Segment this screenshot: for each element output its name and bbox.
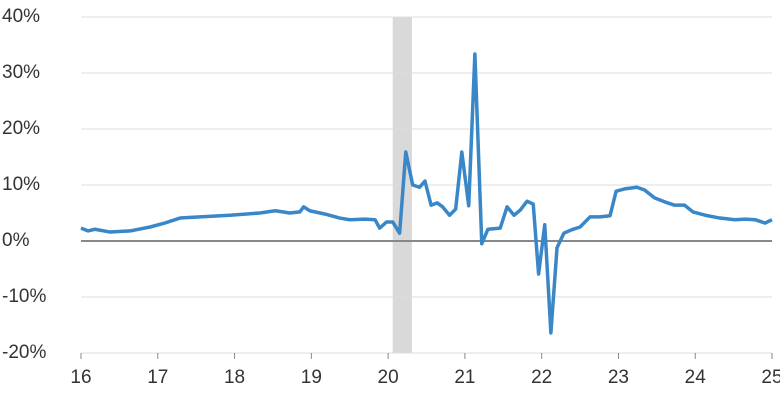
x-tick-label: 23 (608, 367, 629, 388)
x-tick-label: 21 (454, 367, 475, 388)
data-line (80, 52, 773, 335)
x-tick-label: 17 (147, 367, 168, 388)
x-tick-label: 19 (301, 367, 322, 388)
y-tick-label: -20% (2, 342, 46, 363)
y-tick-label: 30% (2, 62, 40, 83)
x-tick-label: 16 (70, 367, 91, 388)
x-tick-label: 22 (531, 367, 552, 388)
y-tick-label: 40% (2, 6, 40, 27)
x-tick-label: 24 (685, 367, 707, 388)
x-tick-label: 25 (761, 367, 780, 388)
y-tick-label: 20% (2, 118, 40, 139)
y-tick-label: 10% (2, 174, 40, 195)
y-tick-label: -10% (2, 286, 46, 307)
y-tick-label: 0% (2, 230, 30, 251)
x-tick-label: 18 (224, 367, 245, 388)
x-tick-label: 20 (378, 367, 399, 388)
